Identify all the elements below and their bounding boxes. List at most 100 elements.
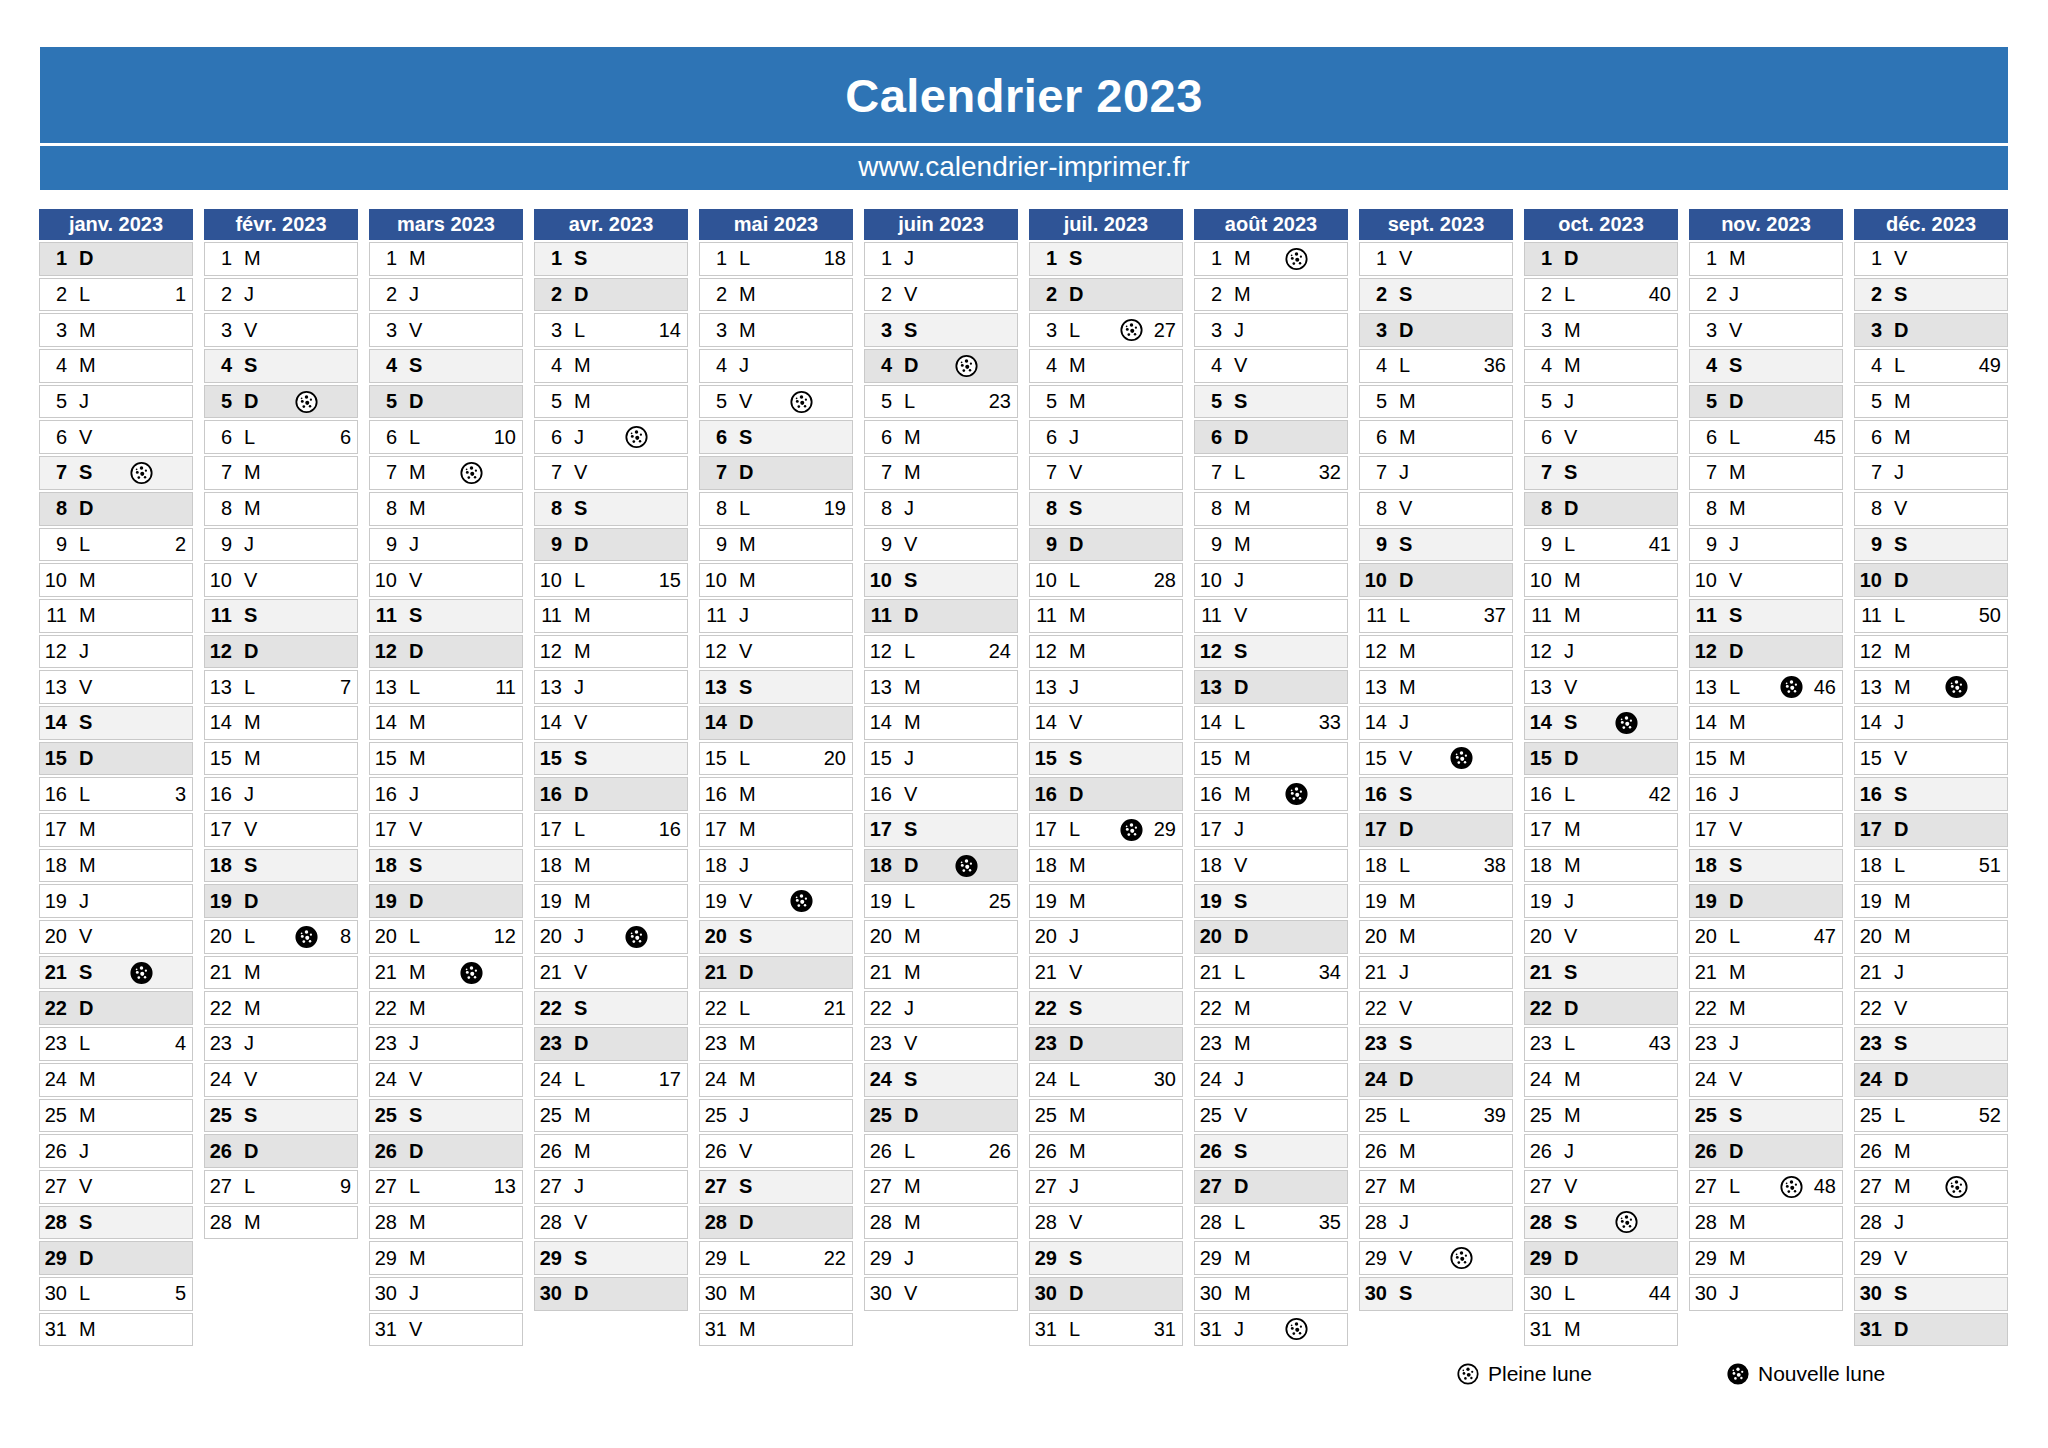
day-number: 5 <box>1360 390 1387 413</box>
day-number: 11 <box>40 604 67 627</box>
day-number: 8 <box>205 497 232 520</box>
full-moon-icon <box>295 390 318 413</box>
day-letter: V <box>574 711 587 734</box>
day-number: 3 <box>1690 319 1717 342</box>
day-number: 28 <box>535 1211 562 1234</box>
day-letter: S <box>904 319 917 342</box>
day-letter: V <box>1069 1211 1082 1234</box>
day-cell: 27J <box>1029 1170 1183 1204</box>
day-cell: 7V <box>1029 456 1183 490</box>
day-number: 7 <box>1525 461 1552 484</box>
week-number: 20 <box>824 747 846 770</box>
day-cell: 14J <box>1854 706 2008 740</box>
day-letter: D <box>1069 533 1083 556</box>
week-number: 52 <box>1979 1104 2001 1127</box>
day-letter: J <box>1069 676 1079 699</box>
week-number: 31 <box>1154 1318 1176 1341</box>
day-letter: V <box>409 818 422 841</box>
day-number: 16 <box>1360 783 1387 806</box>
day-number: 11 <box>370 604 397 627</box>
day-number: 11 <box>1855 604 1882 627</box>
day-letter: D <box>1069 1032 1083 1055</box>
day-letter: J <box>244 533 254 556</box>
day-letter: V <box>244 569 257 592</box>
day-letter: J <box>574 925 584 948</box>
day-cell: 17M <box>699 813 853 847</box>
day-cell: 15V <box>1854 742 2008 776</box>
day-number: 10 <box>370 569 397 592</box>
day-letter: J <box>739 1104 749 1127</box>
day-number: 21 <box>370 961 397 984</box>
day-number: 24 <box>865 1068 892 1091</box>
day-cell: 22D <box>39 991 193 1025</box>
day-cell: 18S <box>1689 849 1843 883</box>
week-number: 15 <box>659 569 681 592</box>
day-letter: D <box>1564 997 1578 1020</box>
day-letter: V <box>79 1175 92 1198</box>
day-number: 12 <box>535 640 562 663</box>
day-number: 20 <box>1195 925 1222 948</box>
day-letter: D <box>244 890 258 913</box>
day-cell: 11V <box>1194 599 1348 633</box>
day-cell: 13M <box>1359 670 1513 704</box>
day-number: 26 <box>370 1140 397 1163</box>
day-cell: 29S <box>534 1241 688 1275</box>
day-number: 30 <box>40 1282 67 1305</box>
day-number: 29 <box>535 1247 562 1270</box>
day-number: 15 <box>1195 747 1222 770</box>
day-letter: J <box>904 1247 914 1270</box>
day-letter: S <box>574 497 587 520</box>
day-letter: S <box>1069 247 1082 270</box>
day-letter: M <box>79 1068 96 1091</box>
day-letter: M <box>1564 354 1581 377</box>
day-cell: 16S <box>1359 777 1513 811</box>
day-cell: 7M <box>1689 456 1843 490</box>
day-cell: 21V <box>1029 956 1183 990</box>
day-cell: 22M <box>204 991 358 1025</box>
day-number: 9 <box>535 533 562 556</box>
day-letter: S <box>1564 711 1577 734</box>
day-letter: L <box>1399 604 1410 627</box>
day-cell: 18M <box>1029 849 1183 883</box>
day-cell: 11S <box>204 599 358 633</box>
day-letter: M <box>1729 711 1746 734</box>
week-number: 45 <box>1814 426 1836 449</box>
day-cell: 4M <box>534 349 688 383</box>
day-cell: 18S <box>369 849 523 883</box>
day-cell: 7M <box>864 456 1018 490</box>
day-cell: 19M <box>534 884 688 918</box>
day-number: 28 <box>865 1211 892 1234</box>
day-letter: D <box>409 1140 423 1163</box>
day-cell: 24V <box>204 1063 358 1097</box>
day-cell: 16M <box>699 777 853 811</box>
day-letter: M <box>739 818 756 841</box>
day-number: 11 <box>1360 604 1387 627</box>
day-letter: S <box>1894 1032 1907 1055</box>
day-number: 23 <box>1030 1032 1057 1055</box>
day-letter: D <box>1894 569 1908 592</box>
day-letter: L <box>1069 818 1080 841</box>
day-number: 27 <box>700 1175 727 1198</box>
new-moon-icon <box>460 961 483 984</box>
day-letter: J <box>904 247 914 270</box>
day-cell: 19D <box>1689 884 1843 918</box>
day-cell: 8S <box>1029 492 1183 526</box>
day-number: 15 <box>1525 747 1552 770</box>
day-cell: 30S <box>1854 1277 2008 1311</box>
day-letter: D <box>79 247 93 270</box>
day-number: 3 <box>1360 319 1387 342</box>
day-number: 3 <box>535 319 562 342</box>
day-letter: J <box>904 747 914 770</box>
day-letter: V <box>904 1032 917 1055</box>
day-number: 12 <box>1030 640 1057 663</box>
day-number: 19 <box>1855 890 1882 913</box>
day-cell: 17J <box>1194 813 1348 847</box>
day-number: 18 <box>1855 854 1882 877</box>
day-letter: V <box>409 319 422 342</box>
day-number: 27 <box>865 1175 892 1198</box>
day-letter: L <box>739 747 750 770</box>
new-moon-icon <box>1615 711 1638 734</box>
day-cell: 22M <box>1689 991 1843 1025</box>
day-number: 17 <box>865 818 892 841</box>
day-cell: 30L44 <box>1524 1277 1678 1311</box>
